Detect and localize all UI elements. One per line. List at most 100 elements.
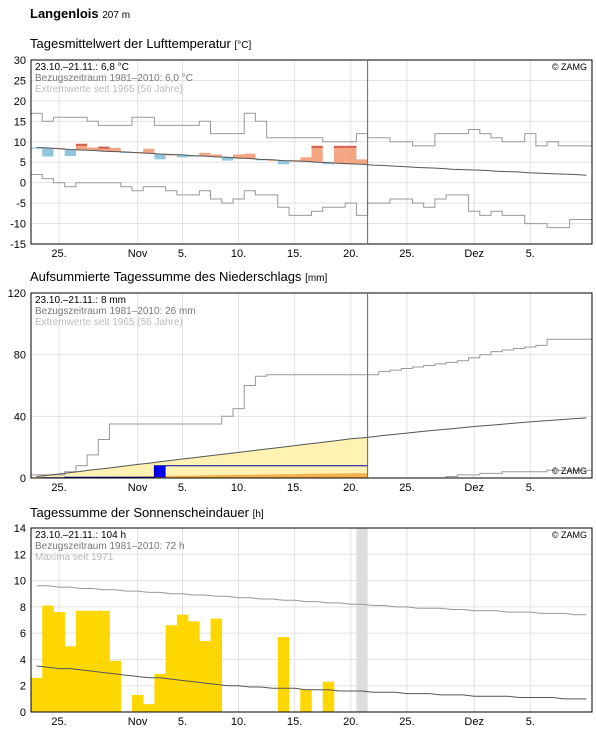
sunshine-ytick-label: 10 (14, 576, 26, 588)
station-elevation: 207 m (102, 10, 131, 21)
temperature-xtick-label: 20. (343, 248, 358, 260)
sunshine-daily-bar (199, 641, 211, 712)
temperature-record-cap (311, 145, 323, 148)
sunshine-daily-bar (143, 704, 155, 712)
temperature-anomaly-bar (221, 157, 233, 161)
sunshine-daily-bar (188, 621, 200, 712)
sunshine-daily-bar (31, 677, 43, 712)
precipitation-xtick-label: 10. (231, 482, 246, 494)
temperature-ytick-label: -5 (16, 198, 26, 210)
sunshine-daily-bar (53, 612, 65, 712)
precipitation-ytick-label: 120 (8, 288, 26, 300)
temperature-anomaly-bar (87, 147, 99, 151)
temperature-record-cap (98, 146, 110, 149)
sunshine-daily-bar (300, 689, 312, 712)
temperature-unit: [°C] (234, 40, 252, 51)
sunshine-frame (30, 527, 593, 713)
temperature-ytick-label: 15 (14, 116, 26, 128)
temperature-legend-current: 23.10.–21.11.: 6,8 °C (35, 62, 129, 73)
sunshine-xtick-label: 25. (399, 716, 414, 728)
temperature-anomaly-bar (31, 147, 43, 149)
sunshine-copyright: © ZAMG (552, 530, 587, 540)
temperature-anomaly-bar (244, 153, 256, 159)
temperature-max-extreme-line (31, 112, 592, 147)
precipitation-legend-extremes: Extremwerte seit 1965 (56 Jahre) (35, 317, 183, 328)
temperature-title-text: Tagesmittelwert der Lufttemperatur (30, 36, 231, 51)
sunshine-daily-bar (277, 637, 290, 712)
sunshine-daily-bar (176, 614, 189, 712)
precipitation-title: Aufsummierte Tagessumme des Niederschlag… (30, 269, 327, 284)
sunshine-daily-bar (210, 618, 223, 712)
temperature-xtick-label: Dez (464, 248, 484, 260)
temperature-ytick-label: 20 (14, 96, 26, 108)
temperature-min-extreme-line (31, 174, 592, 229)
temperature-anomaly-bar (143, 148, 155, 154)
precipitation-xtick-label: 5. (526, 482, 535, 494)
precipitation-ytick-label: 80 (14, 350, 26, 362)
precipitation-title-text: Aufsummierte Tagessumme des Niederschlag… (30, 269, 302, 284)
precipitation-xtick-label: Nov (128, 482, 148, 494)
precipitation-daily-bar (154, 465, 166, 478)
sunshine-today-marker (356, 528, 368, 712)
temperature-xtick-label: 15. (287, 248, 302, 260)
precipitation-current-line (31, 465, 368, 479)
temperature-anomaly-bar (232, 154, 245, 159)
precipitation-xtick-label: 25. (399, 482, 414, 494)
temperature-anomaly-bar (300, 157, 312, 162)
precipitation-xtick-label: 15. (287, 482, 302, 494)
sunshine-title-text: Tagessumme der Sonnenscheindauer (30, 505, 249, 520)
temperature-anomaly-bar (311, 145, 323, 163)
temperature-xtick-label: 5. (178, 248, 187, 260)
temperature-ytick-label: 0 (20, 178, 26, 190)
sunshine-daily-bar (42, 605, 54, 712)
temperature-xtick-label: 25. (399, 248, 414, 260)
sunshine-daily-bar (75, 610, 88, 712)
sunshine-daily-bar (154, 673, 166, 712)
precipitation-copyright: © ZAMG (552, 466, 587, 476)
sunshine-daily-bar (98, 610, 110, 712)
precipitation-max-extreme-line (31, 338, 592, 476)
sunshine-daily-bar (165, 625, 178, 712)
sunshine-xtick-label: 5. (526, 716, 535, 728)
precipitation-xtick-label: 20. (343, 482, 358, 494)
temperature-anomaly-bar (199, 152, 211, 157)
sunshine-daily-bar (109, 660, 122, 712)
precipitation-xtick-label: 5. (178, 482, 187, 494)
temperature-xtick-label: 5. (526, 248, 535, 260)
precipitation-ytick-label: 0 (20, 473, 26, 485)
temperature-mean-line (36, 147, 587, 176)
temperature-legend-reference: Bezugszeitraum 1981–2010: 6,0 °C (35, 73, 193, 84)
temperature-anomaly-bar (277, 160, 290, 165)
sunshine-mean-line (36, 665, 587, 700)
temperature-anomaly-bar (176, 154, 189, 158)
temperature-anomaly-bar (210, 154, 222, 157)
temperature-record-cap (75, 143, 88, 146)
temperature-record-cap (333, 145, 346, 148)
sunshine-ytick-label: 6 (20, 628, 26, 640)
sunshine-legend-extremes: Maxima seit 1971 (35, 552, 114, 563)
temperature-ytick-label: 5 (20, 157, 26, 169)
precipitation-xtick-label: Dez (464, 482, 484, 494)
temperature-record-cap (345, 145, 357, 148)
temperature-anomaly-bar (345, 145, 357, 164)
temperature-ytick-label: 30 (14, 55, 26, 67)
precipitation-mean-line (36, 417, 587, 478)
temperature-ytick-label: -15 (10, 239, 26, 251)
sunshine-ytick-label: 0 (20, 707, 26, 719)
station-header: Langenlois 207 m (30, 6, 130, 21)
temperature-title: Tagesmittelwert der Lufttemperatur [°C] (30, 36, 251, 51)
temperature-anomaly-bar (109, 147, 121, 152)
sunshine-ytick-label: 8 (20, 602, 26, 614)
sunshine-xtick-label: Dez (464, 716, 484, 728)
precipitation-legend-reference: Bezugszeitraum 1981–2010: 26 mm (35, 306, 196, 317)
sunshine-daily-bar (131, 694, 144, 712)
sunshine-daily-bar (87, 610, 99, 712)
temperature-copyright: © ZAMG (552, 62, 587, 72)
temperature-ytick-label: 25 (14, 75, 26, 87)
precipitation-legend-current: 23.10.–21.11.: 8 mm (35, 295, 126, 306)
precipitation-unit: [mm] (305, 273, 328, 284)
sunshine-xtick-label: 5. (178, 716, 187, 728)
sunshine-title: Tagessumme der Sonnenscheindauer [h] (30, 505, 264, 520)
